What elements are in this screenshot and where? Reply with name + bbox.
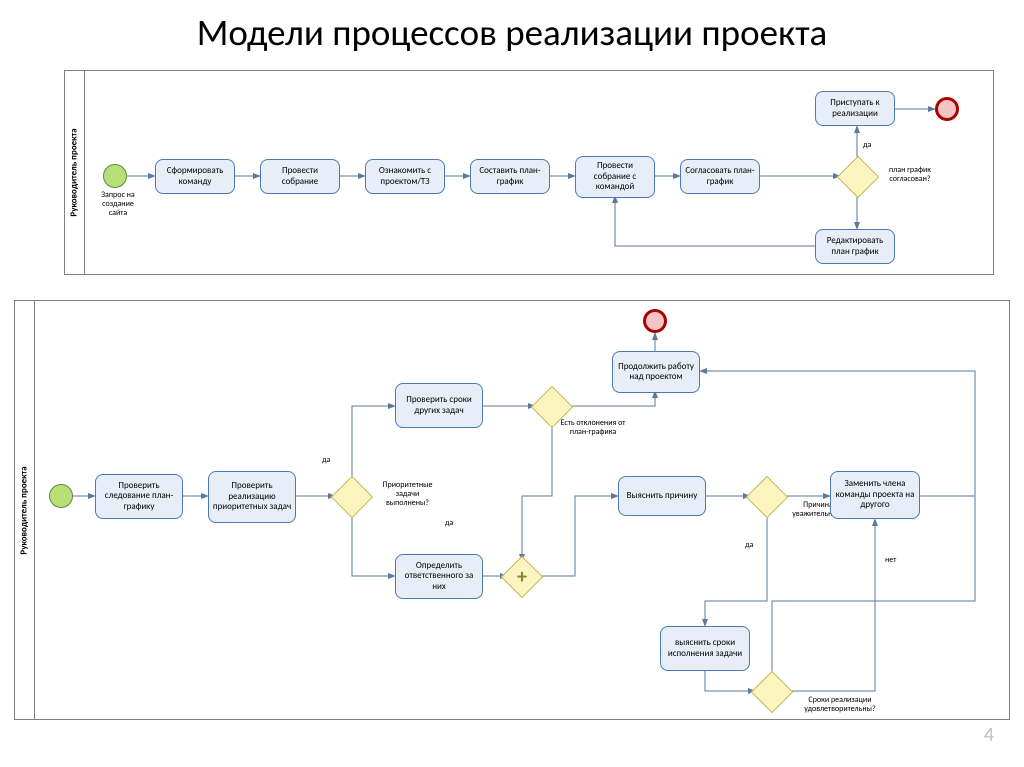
start-event-1 <box>103 164 127 188</box>
gw4-label: Сроки реализации удовлетворительны? <box>790 696 890 714</box>
start-event-2 <box>49 484 73 508</box>
gateway-reason-valid <box>746 476 788 518</box>
pool-2: Руководитель проекта <box>14 300 1010 720</box>
gw1-yes-up: да <box>322 456 330 465</box>
start-annotation-1: Запрос на создание сайта <box>93 191 143 217</box>
gateway-priority-done <box>331 476 373 518</box>
page-title: Модели процессов реализации проекта <box>0 0 1024 61</box>
gateway-parallel <box>501 556 543 598</box>
task-team-meeting: Провести собрание с командой <box>575 156 655 198</box>
gw3-no: нет <box>885 556 896 565</box>
task-continue: Продолжить работу над проектом <box>612 351 700 393</box>
task-replace-member: Заменить члена команды проекта на другог… <box>830 471 920 519</box>
gw3-yes: да <box>745 541 753 550</box>
task-meeting: Провести собрание <box>260 159 340 194</box>
gw1-label: Приоритетные задачи выполнены? <box>375 481 440 507</box>
end-event-2 <box>643 309 667 333</box>
task-find-reason: Выяснить причину <box>618 476 706 516</box>
yes-label-1: да <box>863 141 871 150</box>
task-clarify-dates: выяснить сроки исполнения задачи <box>660 626 750 671</box>
task-assign-resp: Определить ответственного за них <box>395 554 483 599</box>
task-agree-plan: Согласовать план-график <box>680 159 760 194</box>
lane-label-1: Руководитель проекта <box>65 71 85 274</box>
lane-label-2: Руководитель проекта <box>15 301 35 719</box>
task-form-team: Сформировать команду <box>155 159 235 194</box>
page-number: 4 <box>984 723 994 747</box>
task-check-priority: Проверить реализацию приоритетных задач <box>208 471 296 523</box>
pool-1: Руководитель проекта Запрос на создание … <box>64 70 994 275</box>
gateway-label-1: план график согласован? <box>880 166 940 184</box>
end-event-1 <box>935 97 959 121</box>
gw1-no-down: да <box>445 519 453 528</box>
gw2-label: Есть отклонения от план-графика <box>558 419 628 437</box>
gateway-plan-agreed <box>837 156 879 198</box>
task-edit-plan: Редактировать план график <box>815 229 895 264</box>
task-familiarize: Ознакомить с проектом/ТЗ <box>365 159 445 194</box>
task-start-impl: Приступать к реализации <box>815 91 895 126</box>
task-check-plan: Проверить следование план-графику <box>95 474 183 519</box>
task-plan: Составить план-график <box>470 159 550 194</box>
task-check-other: Проверить сроки других задач <box>395 383 483 428</box>
gateway-dates-ok <box>751 671 793 713</box>
